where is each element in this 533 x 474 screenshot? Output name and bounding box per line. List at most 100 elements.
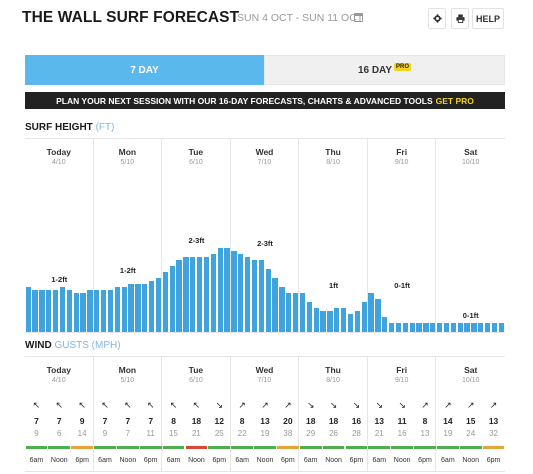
surf-height-label: 0-1ft [394, 281, 411, 290]
wind-direction-arrow-icon: ↖ [169, 399, 178, 410]
day-name: Sat [464, 147, 478, 157]
wind-gust: 11 [146, 429, 155, 438]
banner-text: PLAN YOUR NEXT SESSION WITH OUR 16-DAY F… [56, 95, 433, 106]
promo-banner[interactable]: PLAN YOUR NEXT SESSION WITH OUR 16-DAY F… [25, 92, 505, 109]
surf-bar [491, 323, 498, 332]
day-name: Mon [118, 365, 137, 375]
surf-bar [87, 290, 93, 332]
time-label: 6pm [486, 457, 501, 464]
wind-title: WIND GUSTS (MPH) [25, 340, 121, 351]
surf-bar [299, 293, 306, 332]
surf-bar [217, 248, 223, 332]
wind-speed: 11 [397, 416, 407, 426]
day-column: Wed 7/10 [231, 357, 300, 471]
surf-bar [135, 284, 141, 332]
wind-direction-arrow-icon: ↖ [32, 399, 41, 410]
surf-bar [39, 290, 45, 332]
tab-7-day[interactable]: 7 DAY [25, 55, 264, 85]
day-date: 8/10 [326, 377, 340, 384]
surf-height-label: 2-3ft [188, 236, 205, 245]
surf-bar [258, 260, 264, 332]
day-column: Thu 8/10 [299, 357, 368, 471]
surf-bar [148, 281, 155, 332]
surf-bar [100, 290, 107, 332]
settings-button[interactable] [428, 8, 446, 29]
wind-rating-bar [459, 446, 482, 449]
surf-bar [409, 323, 415, 332]
day-column: Mon 5/10 [94, 139, 163, 332]
wind-direction-arrow-icon: ↘ [352, 399, 361, 410]
surf-height-label: SURF HEIGHT [25, 122, 93, 133]
wind-rating-bar [208, 446, 231, 449]
wind-direction-arrow-icon: ↖ [78, 399, 86, 410]
surf-bar [464, 323, 470, 332]
wind-gust: 32 [489, 429, 499, 438]
day-date: 8/10 [326, 159, 340, 166]
time-label: 6am [303, 457, 318, 464]
time-label: 6am [166, 457, 181, 464]
print-button[interactable] [451, 8, 469, 29]
surf-bar [423, 323, 429, 332]
surf-bar [162, 272, 168, 332]
wind-speed: 8 [171, 416, 176, 426]
wind-gusts-unit: GUSTS (MPH) [54, 340, 121, 351]
day-date: 9/10 [394, 377, 409, 384]
wind-speed: 7 [102, 416, 108, 426]
surf-bar [484, 323, 491, 332]
wind-rating-bar [345, 446, 368, 449]
surf-bar [52, 290, 59, 332]
day-date: 10/10 [461, 377, 480, 384]
surf-height-label: 1ft [328, 281, 339, 290]
surf-bar [251, 260, 258, 332]
day-column: Tue 6/10 [162, 357, 231, 471]
wind-direction-arrow-icon: ↗ [238, 399, 246, 410]
day-date: 4/10 [51, 159, 66, 166]
day-column: Sat 10/10 [436, 139, 505, 332]
wind-speed: 8 [239, 416, 245, 426]
wind-speed: 7 [56, 416, 62, 426]
day-date: 6/10 [189, 377, 203, 384]
tab-16-day[interactable]: 16 DAY PRO [264, 55, 505, 85]
wind-speed: 18 [305, 416, 316, 426]
wind-gust: 16 [397, 429, 407, 438]
surf-bar [334, 308, 340, 332]
wind-rating-bar [116, 446, 139, 449]
wind-rating-bar [322, 446, 345, 449]
surf-bar [416, 323, 422, 332]
day-column: Fri 9/10 [368, 357, 437, 471]
surf-bar [244, 257, 251, 332]
wind-gust: 25 [214, 429, 224, 438]
wind-gust: 26 [329, 429, 339, 438]
surf-height-label: 1-2ft [119, 266, 136, 275]
wind-rating-bar [276, 446, 299, 449]
wind-speed: 15 [465, 416, 476, 426]
calendar-icon[interactable] [354, 13, 363, 22]
surf-bar [107, 290, 114, 332]
surf-bar [450, 323, 456, 332]
get-pro-link[interactable]: GET PRO [435, 95, 474, 106]
wind-direction-arrow-icon: ↗ [261, 399, 269, 410]
time-label: 6pm [349, 457, 364, 464]
wind-gust: 9 [102, 429, 108, 438]
time-label: Noon [325, 457, 342, 464]
wind-gust: 28 [351, 429, 361, 438]
wind-rating-bar [48, 446, 71, 449]
wind-gust: 14 [77, 429, 87, 438]
day-name: Wed [255, 147, 274, 157]
day-name: Tue [188, 147, 204, 157]
surf-bar [196, 257, 203, 332]
help-button[interactable]: HELP [472, 8, 504, 29]
surf-bar [224, 248, 230, 332]
day-column: Wed 7/10 [231, 139, 300, 332]
wind-gust: 38 [283, 429, 293, 438]
wind-rating-bar [185, 446, 208, 449]
surf-bar [347, 314, 354, 332]
wind-gust: 9 [34, 429, 39, 438]
wind-gust: 29 [306, 429, 316, 438]
day-column: Today 4/10 [25, 139, 94, 332]
surf-bar [457, 323, 463, 332]
wind-speed: 9 [79, 416, 85, 426]
surf-bar [66, 290, 72, 332]
print-icon [455, 14, 465, 23]
wind-direction-arrow-icon: ↗ [444, 399, 452, 410]
